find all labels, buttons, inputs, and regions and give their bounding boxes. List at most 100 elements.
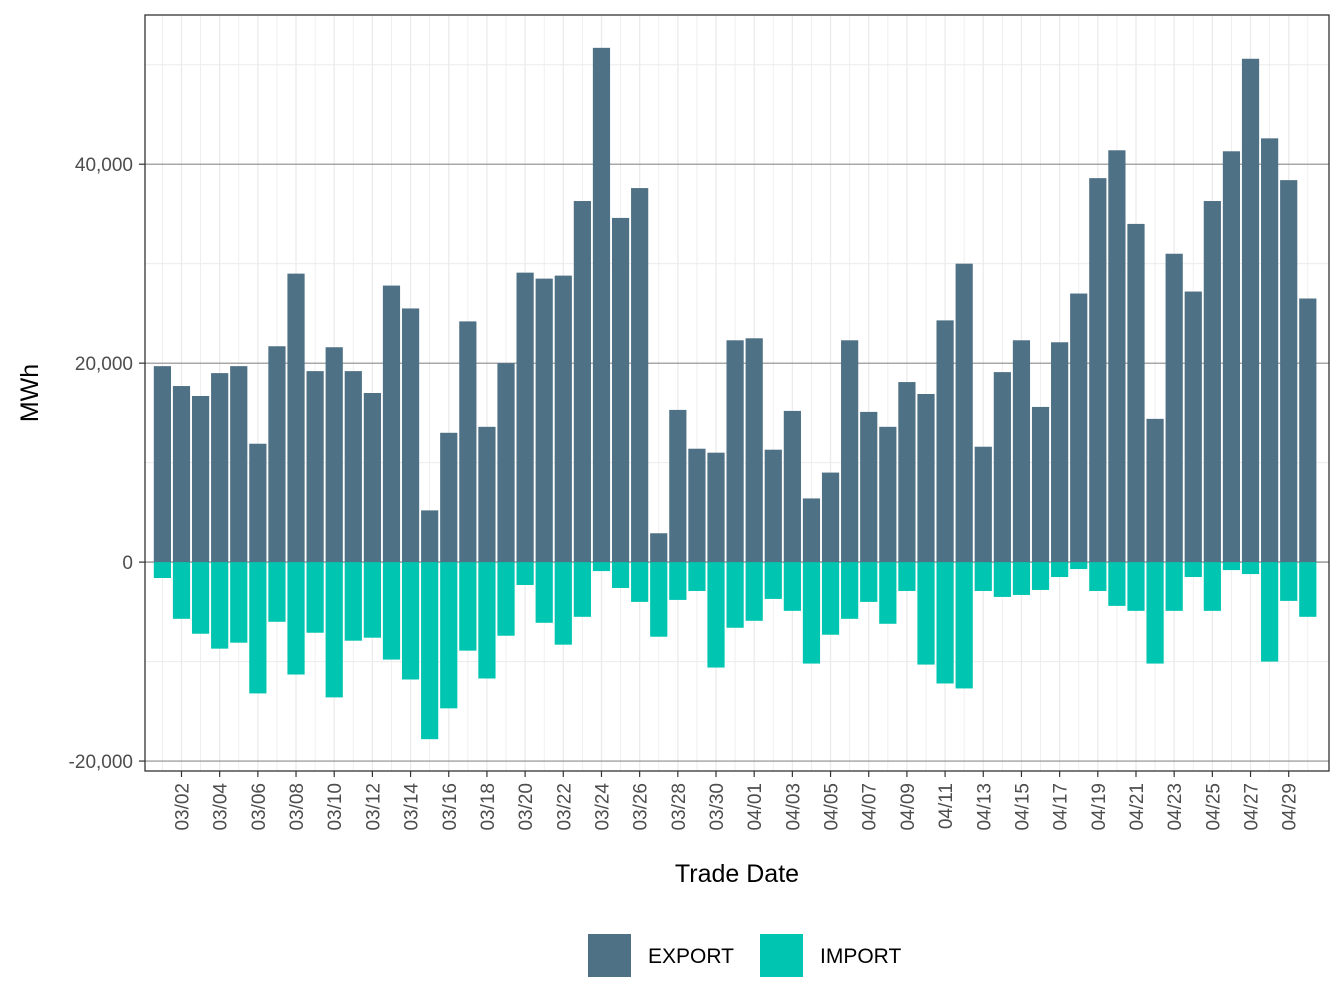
bar-export-03-20 xyxy=(516,272,534,563)
bar-import-03-24 xyxy=(592,562,611,572)
bar-export-04-26 xyxy=(1222,151,1241,563)
x-tick-label: 03/26 xyxy=(631,783,652,831)
bar-export-04-03 xyxy=(783,410,801,563)
bar-import-03-10 xyxy=(325,562,343,698)
plot-panel-border xyxy=(144,14,1330,772)
bar-export-03-24 xyxy=(592,47,611,563)
bar-export-03-22 xyxy=(554,275,572,563)
x-tick-label: 04/29 xyxy=(1280,783,1301,831)
bar-export-04-22 xyxy=(1146,418,1164,563)
bar-import-04-19 xyxy=(1089,562,1107,591)
x-axis-title: Trade Date xyxy=(675,860,799,888)
x-tick-label: 04/11 xyxy=(936,783,957,829)
x-tick-label: 03/16 xyxy=(440,783,461,831)
bar-import-03-30 xyxy=(707,562,725,668)
bar-import-03-12 xyxy=(363,562,381,638)
x-tick-label: 04/17 xyxy=(1051,783,1072,831)
bar-import-03-29 xyxy=(688,562,706,591)
x-tick-label: 04/21 xyxy=(1127,783,1148,831)
x-tick-label: 04/07 xyxy=(860,783,881,831)
x-tick-label: 04/15 xyxy=(1012,783,1033,831)
bar-export-04-06 xyxy=(841,340,859,563)
x-tick-label: 03/04 xyxy=(211,783,232,831)
bar-export-03-30 xyxy=(707,452,725,563)
bar-import-03-16 xyxy=(440,562,458,709)
x-tick-label: 03/14 xyxy=(402,783,423,831)
legend-key-import xyxy=(760,934,803,977)
bar-export-03-21 xyxy=(535,278,553,563)
y-axis-title: MWh xyxy=(16,364,44,422)
bar-export-03-10 xyxy=(325,347,343,563)
x-tick-label: 03/20 xyxy=(516,783,537,831)
x-tick-label: 04/03 xyxy=(783,783,804,831)
bar-export-03-25 xyxy=(611,217,630,563)
bar-import-04-18 xyxy=(1070,562,1088,570)
bar-export-04-05 xyxy=(821,472,840,563)
bar-export-04-07 xyxy=(860,411,878,563)
bar-import-04-02 xyxy=(764,562,782,599)
bar-export-04-10 xyxy=(917,393,935,563)
x-tick-label: 03/10 xyxy=(325,783,346,831)
bar-import-04-15 xyxy=(1012,562,1031,595)
bar-export-04-13 xyxy=(974,446,992,563)
bar-import-03-08 xyxy=(287,562,305,675)
y-tick-label: 0 xyxy=(122,553,133,574)
bar-import-03-05 xyxy=(230,562,248,643)
bar-import-03-27 xyxy=(650,562,668,637)
bar-import-03-13 xyxy=(382,562,401,660)
bar-export-04-30 xyxy=(1299,298,1317,563)
bar-export-04-17 xyxy=(1051,342,1069,563)
bar-import-03-04 xyxy=(211,562,229,649)
bar-import-03-02 xyxy=(172,562,191,619)
x-tick-label: 03/08 xyxy=(287,783,308,831)
x-tick-label: 03/30 xyxy=(707,783,728,831)
bar-import-03-31 xyxy=(726,562,744,628)
bar-export-04-28 xyxy=(1261,138,1279,563)
bar-export-03-31 xyxy=(726,340,744,563)
x-tick-label: 03/18 xyxy=(478,783,499,831)
y-tick-label: 40,000 xyxy=(75,155,133,176)
bar-export-03-07 xyxy=(268,346,286,563)
bar-import-04-10 xyxy=(917,562,935,665)
bar-export-04-11 xyxy=(936,320,954,563)
bar-export-04-27 xyxy=(1241,58,1260,563)
bar-export-03-01 xyxy=(153,366,171,563)
bar-export-03-23 xyxy=(573,201,591,563)
bar-import-04-22 xyxy=(1146,562,1164,664)
x-tick-label: 03/22 xyxy=(554,783,575,831)
bar-export-04-24 xyxy=(1184,291,1202,563)
y-tick-label: 20,000 xyxy=(75,354,133,375)
legend-label-export: EXPORT xyxy=(648,945,734,968)
bar-export-04-01 xyxy=(745,338,763,563)
legend: EXPORT IMPORT xyxy=(588,934,901,977)
bar-export-03-14 xyxy=(401,308,420,563)
x-tick-label: 03/24 xyxy=(592,783,613,831)
bar-import-03-03 xyxy=(191,562,210,634)
bar-import-03-18 xyxy=(478,562,496,679)
bar-export-03-16 xyxy=(440,432,458,563)
bar-import-03-15 xyxy=(421,562,439,740)
bar-export-03-28 xyxy=(669,409,687,563)
x-tick-label: 04/25 xyxy=(1203,783,1224,831)
bar-import-03-09 xyxy=(306,562,324,633)
bar-import-03-26 xyxy=(631,562,649,602)
bar-export-03-05 xyxy=(230,366,248,563)
bar-export-03-06 xyxy=(249,443,267,563)
bar-import-04-13 xyxy=(974,562,992,591)
x-axis: 03/02 03/04 03/06 03/08 03/10 03/12 03/14 03/16… xyxy=(172,771,1301,831)
bar-import-04-01 xyxy=(745,562,763,621)
bar-export-03-29 xyxy=(688,448,706,563)
bar-import-04-21 xyxy=(1127,562,1145,611)
bar-export-04-19 xyxy=(1089,178,1107,563)
x-tick-label: 04/19 xyxy=(1089,783,1110,831)
x-tick-label: 04/09 xyxy=(898,783,919,831)
bar-import-04-20 xyxy=(1108,562,1126,606)
bar-export-03-26 xyxy=(631,188,649,563)
bar-import-04-05 xyxy=(821,562,840,635)
bar-import-04-12 xyxy=(955,562,973,689)
bar-export-03-17 xyxy=(459,321,477,563)
bar-export-03-08 xyxy=(287,273,305,563)
bar-import-04-14 xyxy=(993,562,1011,597)
bar-export-04-14 xyxy=(993,372,1011,563)
